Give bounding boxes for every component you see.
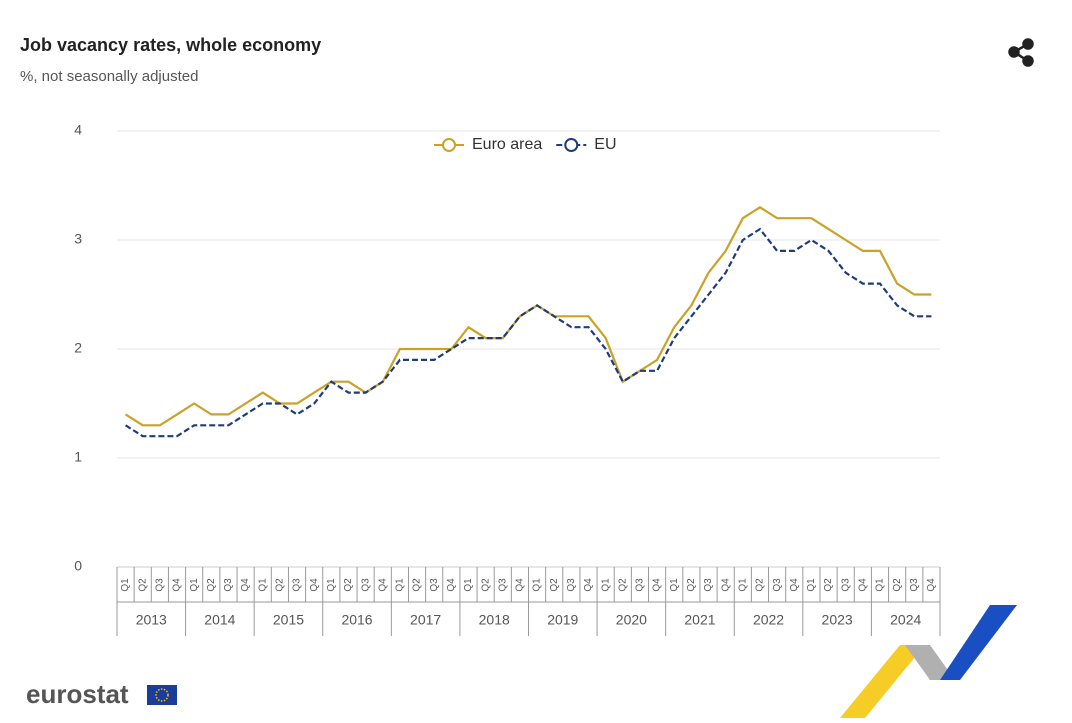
x-tick-label: Q3 [909, 578, 920, 592]
year-label: 2014 [204, 612, 235, 628]
year-label: 2016 [341, 612, 372, 628]
x-tick-label: Q3 [772, 578, 783, 592]
chart-subtitle: %, not seasonally adjusted [20, 68, 198, 85]
series-line [124, 205, 932, 427]
x-tick-label: Q4 [515, 578, 526, 592]
x-tick-label: Q4 [652, 578, 663, 592]
year-label: 2019 [547, 612, 578, 628]
x-tick-label: Q2 [823, 578, 834, 592]
x-tick-label: Q2 [755, 578, 766, 592]
x-tick-label: Q4 [583, 578, 594, 592]
x-tick-label: Q1 [326, 578, 337, 592]
legend-marker [564, 138, 579, 152]
x-tick-label: Q1 [120, 578, 131, 592]
x-tick-label: Q2 [480, 578, 491, 592]
x-tick-label: Q2 [412, 578, 423, 592]
x-tick-label: Q2 [206, 578, 217, 592]
x-tick-label: Q2 [275, 578, 286, 592]
x-tick-label: Q4 [377, 578, 388, 592]
x-tick-label: Q2 [617, 578, 628, 592]
year-label: 2022 [753, 612, 784, 628]
x-tick-label: Q3 [360, 578, 371, 592]
x-tick-label: Q1 [875, 578, 886, 592]
year-label: 2015 [273, 612, 304, 628]
year-label: 2017 [410, 612, 441, 628]
x-tick-label: Q3 [155, 578, 166, 592]
x-tick-label: Q1 [189, 578, 200, 592]
x-tick-label: Q4 [172, 578, 183, 592]
x-tick-label: Q1 [463, 578, 474, 592]
x-tick-label: Q1 [669, 578, 680, 592]
x-tick-label: Q3 [566, 578, 577, 592]
x-tick-label: Q4 [446, 578, 457, 592]
legend-label: EU [594, 136, 616, 153]
x-tick-label: Q2 [892, 578, 903, 592]
series-line [124, 227, 932, 438]
decoration [840, 605, 1017, 718]
x-tick-label: Q3 [429, 578, 440, 592]
x-tick-label: Q4 [240, 578, 251, 592]
x-tick-label: Q1 [532, 578, 543, 592]
x-tick-label: Q4 [309, 578, 320, 592]
year-label: 2024 [890, 612, 921, 628]
legend-marker [442, 138, 456, 152]
x-tick-label: Q1 [737, 578, 748, 592]
x-tick-label: Q4 [926, 578, 937, 592]
x-tick-label: Q4 [857, 578, 868, 592]
eu-flag-stars [155, 688, 169, 702]
x-tick-label: Q2 [686, 578, 697, 592]
y-tick-label: 2 [74, 340, 82, 356]
x-tick-label: Q3 [635, 578, 646, 592]
x-tick-label: Q3 [497, 578, 508, 592]
x-tick-label: Q3 [292, 578, 303, 592]
x-tick-label: Q2 [549, 578, 560, 592]
year-label: 2021 [684, 612, 715, 628]
y-tick-label: 0 [74, 558, 82, 574]
y-tick-label: 3 [74, 231, 82, 247]
legend-label: Euro area [472, 136, 542, 153]
x-tick-label: Q1 [257, 578, 268, 592]
x-tick-label: Q1 [395, 578, 406, 592]
x-tick-label: Q2 [343, 578, 354, 592]
x-tick-label: Q4 [720, 578, 731, 592]
year-label: 2018 [479, 612, 510, 628]
y-tick-label: 1 [74, 449, 82, 465]
x-tick-label: Q2 [137, 578, 148, 592]
year-label: 2020 [616, 612, 647, 628]
y-tick-label: 4 [74, 122, 82, 138]
x-tick-label: Q4 [789, 578, 800, 592]
logo: eurostat [26, 679, 129, 709]
year-label: 2013 [136, 612, 167, 628]
x-tick-label: Q1 [600, 578, 611, 592]
year-label: 2023 [822, 612, 853, 628]
x-tick-label: Q3 [703, 578, 714, 592]
x-tick-label: Q3 [223, 578, 234, 592]
share-button[interactable] [1008, 38, 1034, 67]
chart-title: Job vacancy rates, whole economy [20, 35, 321, 55]
eu-flag [147, 685, 177, 705]
x-tick-label: Q3 [840, 578, 851, 592]
x-tick-label: Q1 [806, 578, 817, 592]
